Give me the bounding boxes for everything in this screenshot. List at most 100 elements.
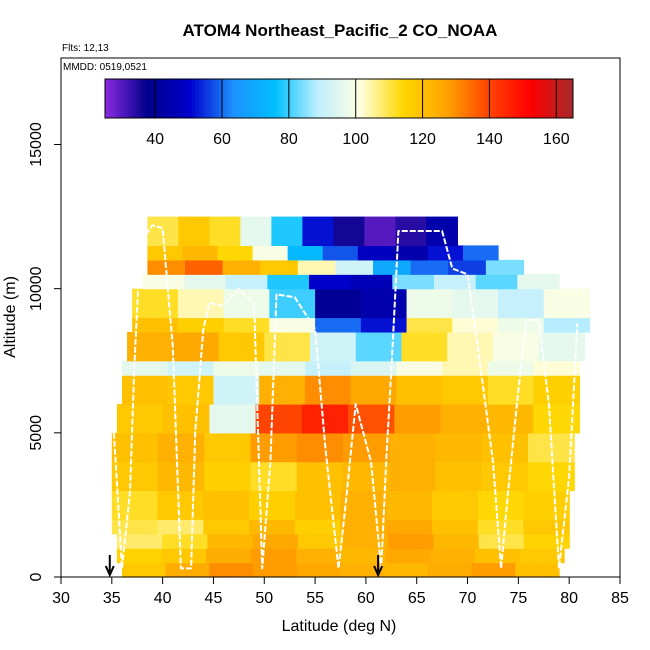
colorbar-swatch (178, 79, 183, 118)
curtain-cell (475, 274, 518, 290)
colorbar-swatch (352, 79, 357, 118)
curtain-cell (259, 360, 306, 376)
curtain-cell (222, 259, 261, 275)
curtain-cell (271, 216, 303, 247)
curtain-cell (543, 317, 591, 333)
colorbar-swatch (248, 79, 253, 118)
x-tick-label: 40 (154, 590, 172, 607)
colorbar-tick-label: 140 (476, 131, 503, 148)
curtain-cell (406, 288, 453, 319)
curtain-cell (267, 274, 310, 290)
colorbar-swatch (542, 79, 547, 118)
colorbar-swatch (415, 79, 420, 118)
colorbar-frame (104, 78, 574, 119)
curtain-cell (355, 331, 403, 362)
colorbar-swatch (262, 79, 266, 118)
curtain-cell (218, 331, 265, 362)
curtain-cell (533, 360, 580, 376)
x-tick-label: 70 (459, 590, 477, 607)
colorbar-swatch (459, 79, 464, 118)
curtain-cell (111, 432, 159, 463)
latitude-markers (104, 555, 384, 578)
colorbar-tick-label: 160 (543, 131, 570, 148)
curtain-cell (249, 490, 296, 520)
curtain-cell (388, 533, 435, 549)
curtain-cell (315, 317, 362, 333)
curtain-cell (183, 274, 227, 290)
curtain-cell (350, 274, 393, 290)
curtain-cell (433, 533, 480, 549)
colorbar-swatch (308, 79, 313, 118)
curtain-cell (348, 404, 395, 434)
colorbar-swatch (232, 79, 236, 118)
colorbar-swatch (302, 79, 307, 118)
curtain-cell (486, 404, 534, 434)
colorbar-swatch (499, 79, 504, 118)
curtain-cell (447, 331, 494, 362)
colorbar-swatch (118, 79, 123, 118)
colorbar-swatch (509, 79, 514, 118)
colorbar-swatch (556, 79, 561, 118)
colorbar-swatch (382, 79, 387, 118)
x-tick-label: 50 (255, 590, 273, 607)
curtain-cell (213, 360, 260, 376)
colorbar-swatch (225, 79, 230, 118)
curtain-cell (392, 245, 429, 261)
colorbar-swatch (195, 79, 200, 118)
colorbar-swatch (108, 79, 113, 118)
colorbar-swatch (492, 79, 497, 118)
colorbar-swatch (429, 79, 434, 118)
dates-label: MMDD: 0519,0521 (63, 62, 147, 73)
colorbar-swatch (482, 79, 487, 118)
colorbar-swatch (325, 79, 330, 118)
curtain-cell (515, 562, 560, 578)
curtain-cell (427, 245, 464, 261)
colorbar-swatch (439, 79, 444, 118)
curtain-cell (440, 404, 488, 434)
colorbar-swatch (355, 79, 360, 118)
colorbar-swatch (566, 79, 571, 118)
curtain-cell (255, 404, 303, 434)
curtain-cell (392, 274, 435, 290)
curtain-cell (434, 274, 477, 290)
y-axis: 0 5000 10000 15000 (28, 122, 61, 581)
colorbar-swatch (519, 79, 524, 118)
curtain-cell (158, 461, 205, 492)
curtain-cell (223, 317, 270, 333)
curtain-cell (442, 375, 489, 405)
colorbar-swatch (539, 79, 544, 118)
colorbar-swatch (502, 79, 507, 118)
colorbar-swatch (425, 79, 430, 118)
colorbar-swatch (292, 79, 297, 118)
colorbar-swatch (379, 79, 383, 118)
colorbar-swatch (372, 79, 377, 118)
curtain-cell (223, 288, 270, 319)
curtain-cell (209, 562, 254, 578)
curtain-cell (177, 288, 225, 319)
curtain-cell (543, 288, 591, 319)
colorbar-swatch (456, 79, 460, 118)
colorbar-swatch (285, 79, 290, 118)
colorbar-swatch (105, 79, 109, 118)
colorbar-swatch (402, 79, 407, 118)
curtain-cell (384, 562, 429, 578)
colorbar-swatch (211, 79, 216, 118)
curtain-cell (250, 461, 298, 492)
flight-track-line (112, 224, 579, 570)
curtain-cell (162, 533, 208, 549)
y-tick-label: 5000 (28, 415, 45, 451)
curtain-cell (121, 375, 169, 405)
colorbar-swatch (479, 79, 484, 118)
curtain-cell (116, 533, 163, 549)
curtain-cell (385, 548, 431, 564)
curtain-cell (452, 288, 499, 319)
colorbar-swatch (135, 79, 139, 118)
curtain-cell (442, 360, 489, 376)
colorbar-tick-label: 40 (146, 131, 164, 148)
curtain-cell (360, 317, 408, 333)
colorbar-swatch (335, 79, 340, 118)
curtain-cell (206, 548, 252, 564)
curtain-cell (340, 490, 387, 520)
colorbar-swatch (198, 79, 203, 118)
curtain-cell (477, 519, 525, 535)
